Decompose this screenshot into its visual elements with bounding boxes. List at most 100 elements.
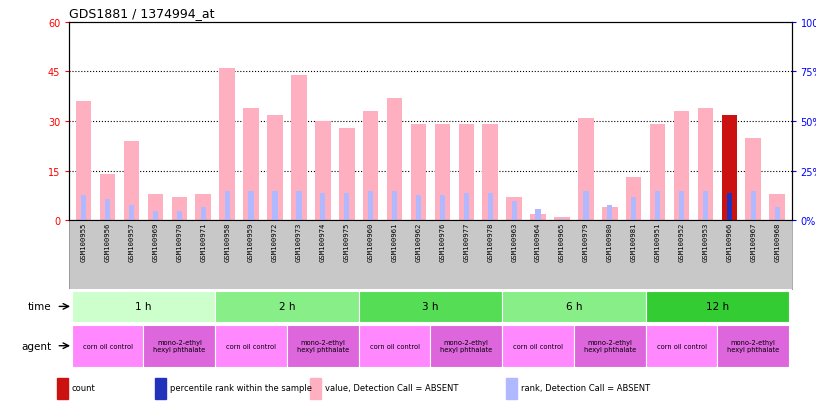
Bar [698,109,713,221]
Text: GSM100968: GSM100968 [774,222,780,261]
Bar [703,191,708,221]
Bar [72,325,144,367]
Bar [463,193,469,221]
Text: GSM100953: GSM100953 [703,222,708,261]
Bar [129,205,134,221]
Bar [224,191,230,221]
Text: GSM100961: GSM100961 [392,222,397,261]
Bar [177,211,182,221]
Bar [416,195,421,221]
Bar [727,193,732,221]
Bar [602,208,618,221]
Text: rank, Detection Call = ABSENT: rank, Detection Call = ABSENT [521,383,650,392]
Bar [502,325,574,367]
Bar [267,115,283,221]
Bar [155,378,166,399]
Bar [220,69,235,221]
Text: corn oil control: corn oil control [226,343,276,349]
Bar [717,325,789,367]
Text: GSM100959: GSM100959 [248,222,254,261]
Bar [574,325,645,367]
Bar [344,193,349,221]
Text: GSM100977: GSM100977 [463,222,469,261]
Bar [248,191,254,221]
Text: 2 h: 2 h [279,301,295,312]
Text: GSM100975: GSM100975 [344,222,350,261]
Text: corn oil control: corn oil control [657,343,707,349]
Bar [440,195,445,221]
Bar [459,125,474,221]
Bar [296,191,302,221]
Text: value, Detection Call = ABSENT: value, Detection Call = ABSENT [325,383,458,392]
Text: GSM100972: GSM100972 [272,222,278,261]
Text: corn oil control: corn oil control [513,343,563,349]
Text: GSM100981: GSM100981 [631,222,636,261]
Bar [171,198,187,221]
Bar [482,125,498,221]
Bar [215,291,359,323]
Bar [359,325,431,367]
Bar [105,199,110,221]
Text: mono-2-ethyl
hexyl phthalate: mono-2-ethyl hexyl phthalate [583,339,636,352]
Bar [679,191,684,221]
Text: time: time [28,301,51,312]
Bar [645,325,717,367]
Bar [320,193,326,221]
Bar [506,378,517,399]
Bar [578,119,594,221]
Bar [645,291,789,323]
Text: GSM100964: GSM100964 [535,222,541,261]
Bar [626,178,641,221]
Text: mono-2-ethyl
hexyl phthalate: mono-2-ethyl hexyl phthalate [440,339,492,352]
Bar [148,195,163,221]
Text: GSM100980: GSM100980 [607,222,613,261]
Bar [339,128,354,221]
Bar [124,142,140,221]
Text: GSM100952: GSM100952 [679,222,685,261]
Text: mono-2-ethyl
hexyl phthalate: mono-2-ethyl hexyl phthalate [153,339,206,352]
Text: GSM100951: GSM100951 [654,222,661,261]
Text: agent: agent [21,341,51,351]
Text: count: count [72,383,95,392]
Text: GSM100966: GSM100966 [726,222,732,261]
Text: GSM100958: GSM100958 [224,222,230,261]
Bar [502,291,645,323]
Bar [201,207,206,221]
Text: GDS1881 / 1374994_at: GDS1881 / 1374994_at [69,7,215,20]
Bar [57,378,68,399]
Text: GSM100971: GSM100971 [200,222,206,261]
Bar [769,195,785,221]
Bar [530,214,546,221]
Bar [507,198,522,221]
Bar [392,191,397,221]
Text: GSM100970: GSM100970 [176,222,182,261]
Bar [435,125,450,221]
Bar [721,115,737,221]
Text: GSM100973: GSM100973 [296,222,302,261]
Text: corn oil control: corn oil control [82,343,133,349]
Text: GSM100962: GSM100962 [415,222,422,261]
Bar [674,112,690,221]
Text: GSM100979: GSM100979 [583,222,589,261]
Text: 3 h: 3 h [422,301,439,312]
Text: GSM100967: GSM100967 [750,222,756,261]
Bar [631,197,636,221]
Bar [81,195,86,221]
Text: GSM100974: GSM100974 [320,222,326,261]
Bar [196,195,211,221]
Text: GSM100963: GSM100963 [511,222,517,261]
Bar [650,125,665,221]
Bar [363,112,379,221]
Bar [535,209,541,221]
Bar [410,125,426,221]
Bar [76,102,91,221]
Bar [215,325,287,367]
Text: GSM100969: GSM100969 [153,222,158,261]
Bar [559,219,565,221]
Bar [153,211,158,221]
Bar [72,291,215,323]
Bar [512,201,517,221]
Text: 12 h: 12 h [706,301,729,312]
Bar [315,122,330,221]
Bar [144,325,215,367]
